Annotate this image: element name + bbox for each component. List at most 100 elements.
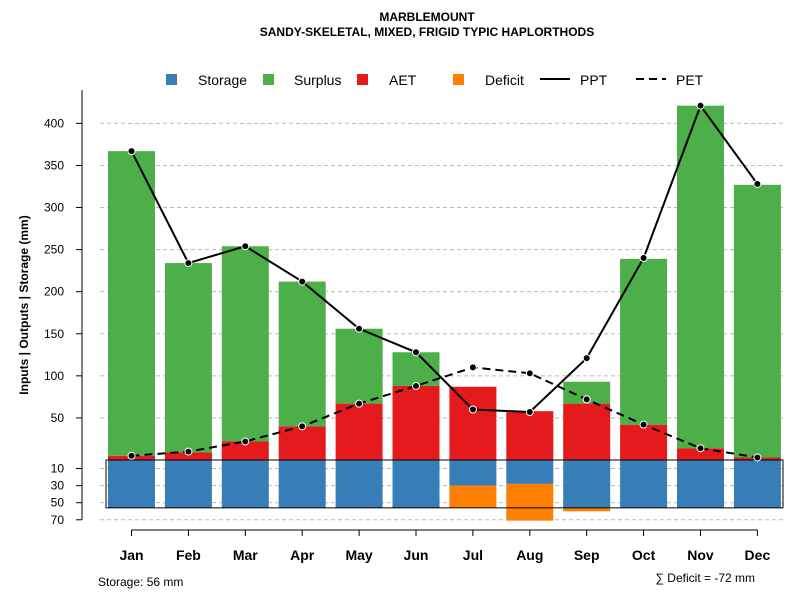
bar-storage-nov — [677, 460, 724, 508]
pet-point-dec — [753, 453, 762, 462]
gridlines — [100, 122, 783, 521]
pet-point-jun — [412, 381, 420, 390]
legend-label-surplus: Surplus — [294, 72, 341, 88]
ppt-point-feb — [184, 259, 193, 268]
pet-point-mar — [241, 437, 250, 446]
bar-surplus-oct — [620, 258, 668, 425]
legend-label-aet: AET — [389, 72, 417, 88]
x-tick-label-apr: Apr — [290, 547, 315, 563]
y-tick-label: 150 — [44, 327, 64, 341]
bar-storage-apr — [278, 460, 326, 508]
x-tick-label-oct: Oct — [632, 547, 656, 563]
legend-swatch-storage — [166, 74, 177, 85]
ppt-point-jul — [468, 405, 477, 414]
legend-swatch-aet — [357, 74, 368, 85]
pet-point-apr — [298, 422, 307, 431]
bar-storage-jan — [108, 460, 155, 508]
ppt-point-jun — [412, 348, 420, 357]
bar-storage-mar — [221, 460, 269, 508]
ppt-point-nov — [696, 101, 705, 110]
x-tick-label-aug: Aug — [516, 547, 543, 563]
x-tick-label-jan: Jan — [119, 547, 143, 563]
bar-deficit-jul — [449, 485, 497, 508]
bar-surplus-may — [335, 328, 383, 404]
bar-storage-sep — [563, 460, 611, 508]
x-tick-label-may: May — [345, 547, 372, 563]
ppt-point-apr — [298, 277, 307, 286]
bar-storage-oct — [620, 460, 668, 508]
storage-box — [105, 459, 784, 509]
pet-point-jan — [127, 451, 136, 460]
bar-aet-apr — [278, 426, 326, 460]
ppt-point-aug — [525, 408, 534, 417]
bar-surplus-nov — [677, 105, 724, 449]
lines — [127, 101, 762, 462]
bar-aet-sep — [563, 403, 611, 460]
bar-aet-feb — [164, 452, 212, 460]
bar-storage-aug — [506, 460, 554, 484]
bar-aet-mar — [221, 441, 269, 460]
y-tick-label: 70 — [51, 513, 65, 527]
axes: 50 100 150 200 250 300 350 400 10 30 50 70 Jan Feb Mar… — [44, 90, 770, 563]
ppt-point-mar — [241, 242, 250, 251]
ppt-point-jan — [127, 147, 136, 156]
legend-swatch-surplus — [263, 74, 274, 85]
legend-label-deficit: Deficit — [485, 72, 524, 88]
chart-title: MARBLEMOUNT — [379, 10, 475, 24]
bar-surplus-dec — [733, 184, 781, 458]
x-tick-label-nov: Nov — [687, 547, 714, 563]
y-tick-label: 250 — [44, 243, 64, 257]
x-tick-label-sep: Sep — [574, 547, 600, 563]
x-tick-label-jul: Jul — [463, 547, 483, 563]
pet-point-aug — [525, 369, 534, 378]
ppt-point-dec — [753, 179, 762, 188]
bar-storage-jul — [449, 460, 497, 486]
bar-surplus-apr — [278, 281, 326, 427]
bar-deficit-aug — [506, 483, 554, 521]
legend-label-ppt: PPT — [580, 72, 608, 88]
pet-point-sep — [582, 395, 591, 404]
y-tick-label: 350 — [44, 158, 64, 172]
bar-aet-aug — [506, 411, 554, 460]
x-tick-label-dec: Dec — [745, 547, 771, 563]
y-tick-label: 200 — [44, 285, 64, 299]
ppt-line — [130, 103, 759, 414]
bar-deficit-sep — [563, 507, 611, 512]
y-tick-label: 50 — [51, 496, 65, 510]
y-tick-label: 300 — [44, 201, 64, 215]
bar-surplus-sep — [563, 381, 611, 404]
bar-aet-nov — [677, 448, 724, 460]
bar-aet-may — [335, 403, 383, 460]
pet-point-jul — [468, 363, 477, 372]
bar-storage-jun — [392, 460, 440, 508]
y-tick-label: 10 — [51, 462, 65, 476]
legend: Storage Surplus AET Deficit PPT PET — [166, 72, 704, 88]
x-tick-label-jun: Jun — [404, 547, 429, 563]
bar-storage-dec — [733, 460, 781, 508]
pet-point-nov — [696, 444, 705, 453]
ppt-point-may — [355, 324, 364, 333]
pet-point-feb — [184, 447, 193, 456]
storage-footer: Storage: 56 mm — [98, 575, 183, 589]
pet-point-oct — [639, 420, 648, 429]
y-tick-label: 400 — [44, 116, 64, 130]
bar-aet-jul — [449, 386, 497, 460]
bar-surplus-jan — [108, 151, 155, 456]
y-axis-label: Inputs | Outputs | Storage (mm) — [17, 215, 31, 394]
bar-surplus-feb — [164, 263, 212, 453]
legend-label-pet: PET — [676, 72, 704, 88]
x-tick-label-feb: Feb — [176, 547, 201, 563]
x-tick-label-mar: Mar — [233, 547, 258, 563]
ppt-point-oct — [639, 254, 648, 263]
chart-subtitle: SANDY-SKELETAL, MIXED, FRIGID TYPIC HAPL… — [260, 25, 594, 39]
bar-storage-feb — [164, 460, 212, 508]
legend-swatch-deficit — [453, 74, 464, 85]
bars — [105, 105, 784, 521]
ppt-point-sep — [582, 354, 591, 363]
pet-point-may — [355, 399, 364, 408]
bar-aet-oct — [620, 424, 668, 460]
bar-surplus-mar — [221, 246, 269, 442]
bar-aet-jun — [392, 385, 440, 460]
pet-line — [131, 366, 758, 459]
